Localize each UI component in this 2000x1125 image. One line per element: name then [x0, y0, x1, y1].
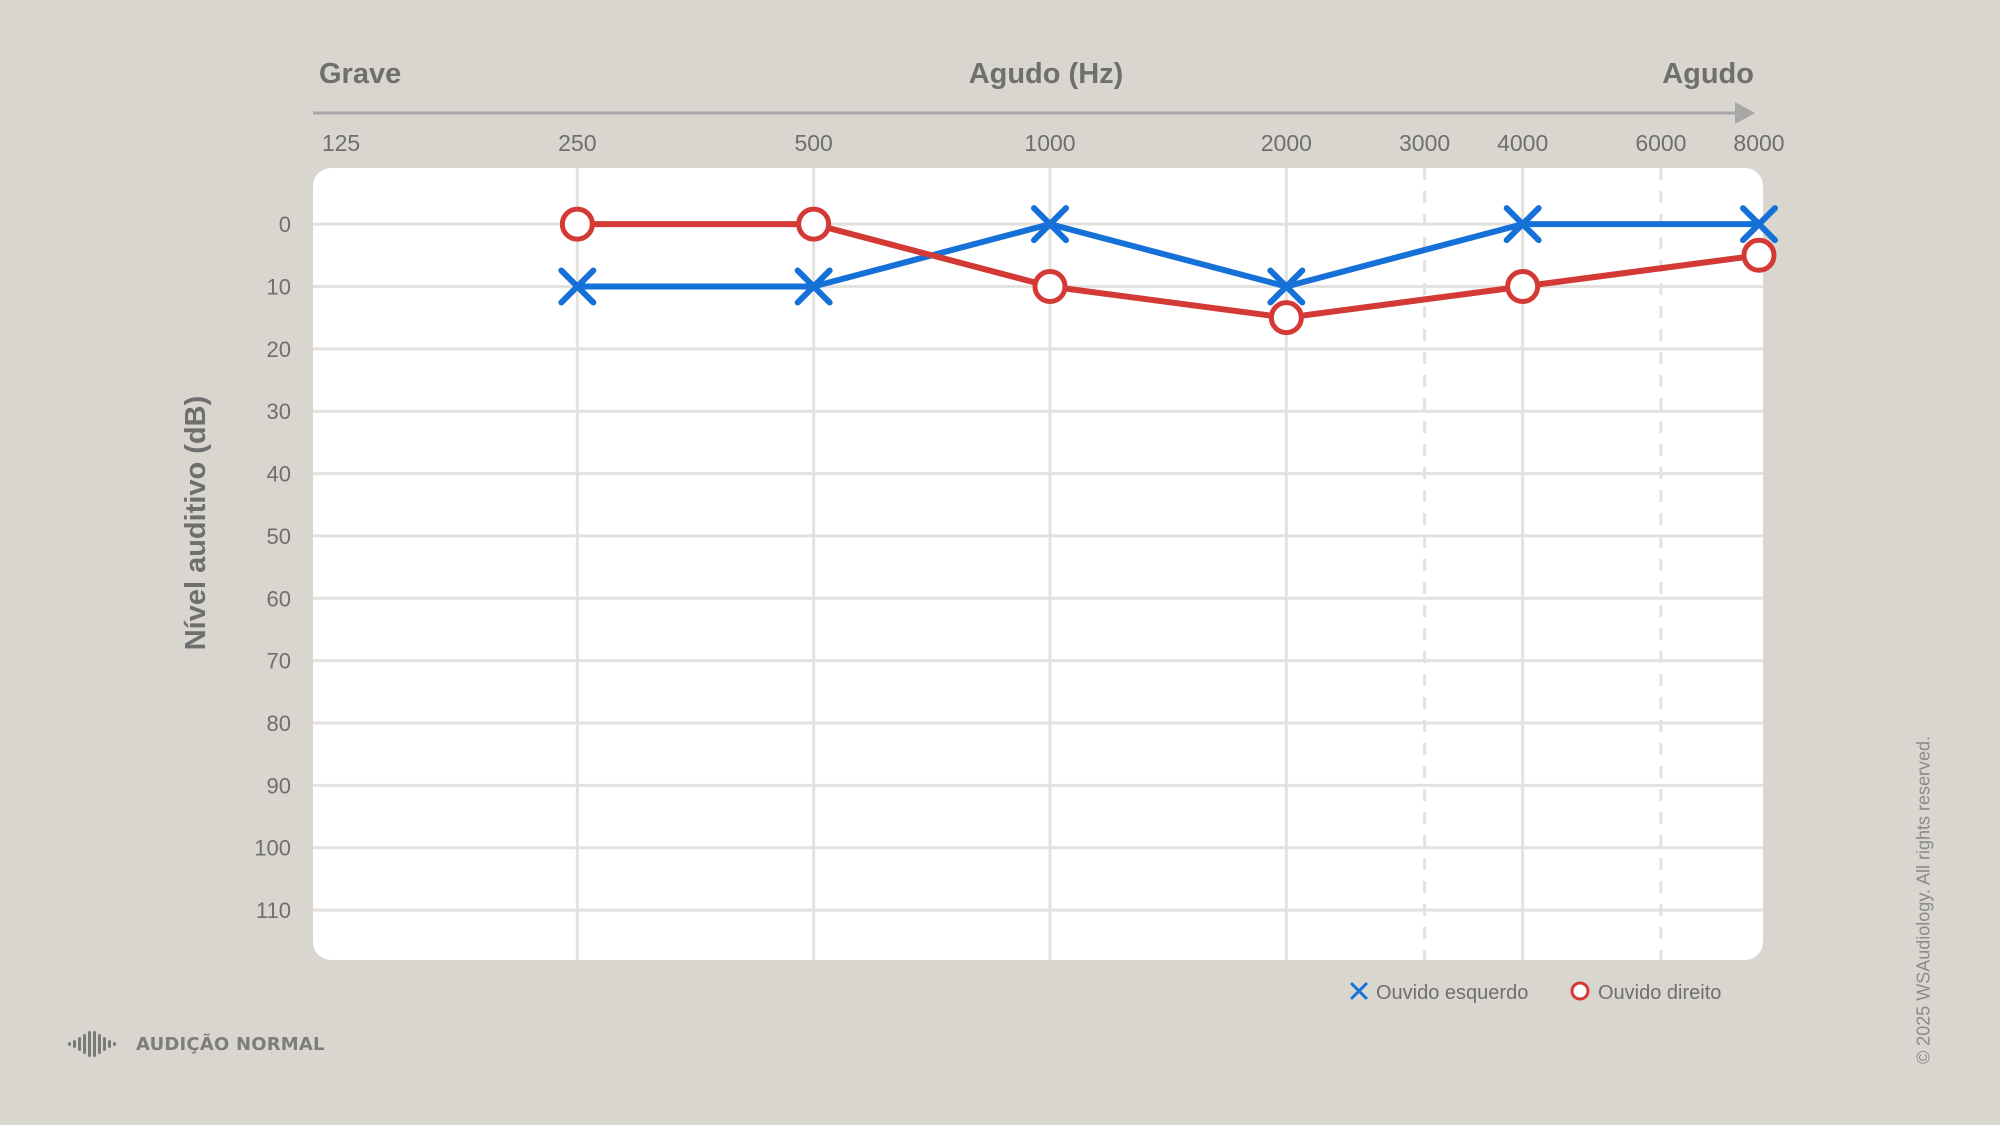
y-tick-label-10: 10 [267, 274, 291, 299]
y-tick-label-30: 30 [267, 399, 291, 424]
x-marker-stroke [558, 267, 597, 306]
y-tick-label-60: 60 [267, 586, 291, 611]
series-line-1 [574, 221, 1762, 290]
right-ear-point-0 [559, 206, 595, 242]
x-tick-label-6000: 6000 [1635, 130, 1686, 156]
series-line-2 [574, 221, 1762, 321]
x-tick-label-4000: 4000 [1497, 130, 1548, 156]
legend-label-1: Ouvido esquerdo [1376, 982, 1528, 1004]
y-tick-label-0: 0 [279, 212, 291, 237]
right-ear-point-5 [1741, 237, 1777, 273]
chart-background [313, 168, 1763, 960]
brand: AUDIÇÃO NORMAL [68, 1030, 325, 1058]
x-marker-stroke [1740, 205, 1778, 244]
legend-circle-icon [1570, 981, 1590, 1001]
x-marker-stroke [794, 267, 833, 306]
x-marker-stroke [1031, 205, 1069, 244]
right-ear-point-1 [796, 206, 832, 242]
x-axis-right-label: Agudo [1662, 58, 1754, 90]
y-tick-label-50: 50 [267, 524, 291, 549]
x-tick-label-250: 250 [558, 130, 596, 156]
y-axis-label: Nível auditivo (dB) [180, 396, 212, 651]
right-ear-point-2 [1032, 268, 1068, 304]
legend-layer: Ouvido esquerdo Ouvido direito [1350, 981, 1721, 1004]
y-tick-label-100: 100 [254, 836, 291, 861]
series-layer [558, 205, 1778, 336]
x-tick-label-3000: 3000 [1399, 130, 1450, 156]
right-ear-point-4 [1505, 268, 1541, 304]
x-tick-label-125: 125 [322, 130, 360, 156]
plot-area [313, 168, 1763, 960]
left-ear-point-2 [1031, 205, 1069, 244]
legend-entry-2: Ouvido direito [1570, 981, 1721, 1004]
x-tick-label-500: 500 [794, 130, 832, 156]
y-tick-label-20: 20 [267, 337, 291, 362]
right-ear-point-3 [1268, 300, 1304, 336]
legend-x-icon [1350, 982, 1368, 1000]
left-ear-point-4 [1503, 205, 1542, 244]
left-ear-point-1 [794, 267, 833, 306]
series-1 [558, 205, 1778, 306]
y-tick-label-70: 70 [267, 649, 291, 674]
axis-layer: 0 10 20 30 40 50 60 70 80 90 100 110 Grave Agudo (Hz)… [180, 58, 1785, 923]
y-tick-label-110: 110 [256, 898, 291, 923]
y-tick-label-90: 90 [267, 773, 291, 798]
x-axis-arrow-head [1735, 102, 1755, 124]
brand-label: AUDIÇÃO NORMAL [136, 1033, 325, 1055]
x-marker-stroke [1503, 205, 1542, 244]
copyright-notice: © 2025 WSAudiology. All rights reserved. [1913, 735, 1934, 1065]
left-ear-point-0 [558, 267, 597, 306]
x-axis-left-label: Grave [319, 58, 401, 90]
left-ear-point-3 [1267, 267, 1306, 306]
legend-entry-1: Ouvido esquerdo [1350, 982, 1528, 1004]
grid-layer [313, 168, 1763, 960]
y-tick-label-80: 80 [267, 711, 291, 736]
x-marker-stroke [1267, 267, 1306, 306]
x-tick-label-8000: 8000 [1733, 130, 1784, 156]
x-tick-label-2000: 2000 [1261, 130, 1312, 156]
x-tick-label-1000: 1000 [1024, 130, 1075, 156]
legend-label-2: Ouvido direito [1598, 982, 1721, 1004]
left-ear-point-5 [1740, 205, 1778, 244]
x-axis-center-label: Agudo (Hz) [969, 58, 1124, 90]
series-2 [559, 206, 1777, 336]
y-tick-label-40: 40 [267, 462, 291, 487]
sound-wave-icon [68, 1031, 116, 1057]
